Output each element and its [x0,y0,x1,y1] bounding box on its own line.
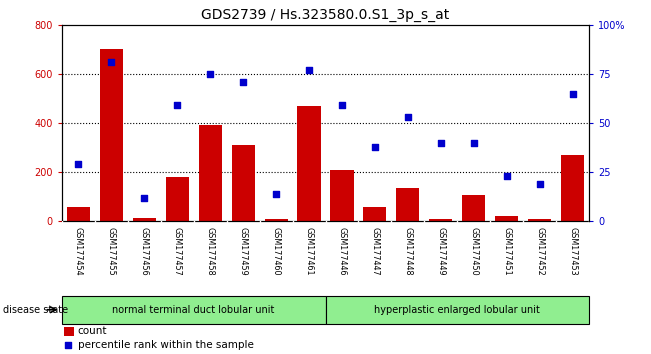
Point [568,91,578,96]
Text: GSM177451: GSM177451 [503,227,511,276]
Point [172,103,182,108]
Point [436,140,446,145]
Text: GSM177448: GSM177448 [404,227,412,275]
Bar [561,155,584,221]
Text: GSM177460: GSM177460 [271,227,281,275]
Bar [495,216,518,221]
Text: GSM177457: GSM177457 [173,227,182,276]
Bar [363,206,387,221]
Text: GSM177450: GSM177450 [469,227,478,276]
Bar [67,206,90,221]
Bar [165,177,189,221]
Text: percentile rank within the sample: percentile rank within the sample [77,339,253,350]
Text: GSM177446: GSM177446 [337,227,346,275]
Point [304,67,314,73]
Point [238,79,248,85]
Bar [528,219,551,221]
Bar [100,49,123,221]
Text: GSM177455: GSM177455 [107,227,116,276]
Bar [62,296,326,324]
Point [501,173,512,179]
Point [139,195,150,200]
Point [370,144,380,149]
Point [337,103,347,108]
Text: count: count [77,326,107,336]
Text: GSM177459: GSM177459 [239,227,247,276]
Bar [199,125,222,221]
Point [403,114,413,120]
Text: GSM177458: GSM177458 [206,227,215,276]
Title: GDS2739 / Hs.323580.0.S1_3p_s_at: GDS2739 / Hs.323580.0.S1_3p_s_at [201,8,450,22]
Text: hyperplastic enlarged lobular unit: hyperplastic enlarged lobular unit [374,305,540,315]
Bar [64,327,74,336]
Bar [326,296,589,324]
Text: GSM177452: GSM177452 [535,227,544,276]
Text: GSM177449: GSM177449 [436,227,445,276]
Text: GSM177456: GSM177456 [140,227,148,276]
Point [73,161,83,167]
Bar [429,219,452,221]
Point [271,191,281,196]
Point [205,71,215,77]
Text: GSM177453: GSM177453 [568,227,577,276]
Text: GSM177461: GSM177461 [305,227,314,275]
Bar [264,219,288,221]
Text: GSM177447: GSM177447 [370,227,380,276]
Text: GSM177454: GSM177454 [74,227,83,276]
Bar [298,106,320,221]
Bar [462,195,486,221]
Point [534,181,545,187]
Point [469,140,479,145]
Text: disease state: disease state [3,305,68,315]
Point [106,59,117,65]
Bar [396,188,419,221]
Point [62,342,73,348]
Bar [133,218,156,221]
Text: normal terminal duct lobular unit: normal terminal duct lobular unit [113,305,275,315]
Bar [232,145,255,221]
Bar [331,170,353,221]
